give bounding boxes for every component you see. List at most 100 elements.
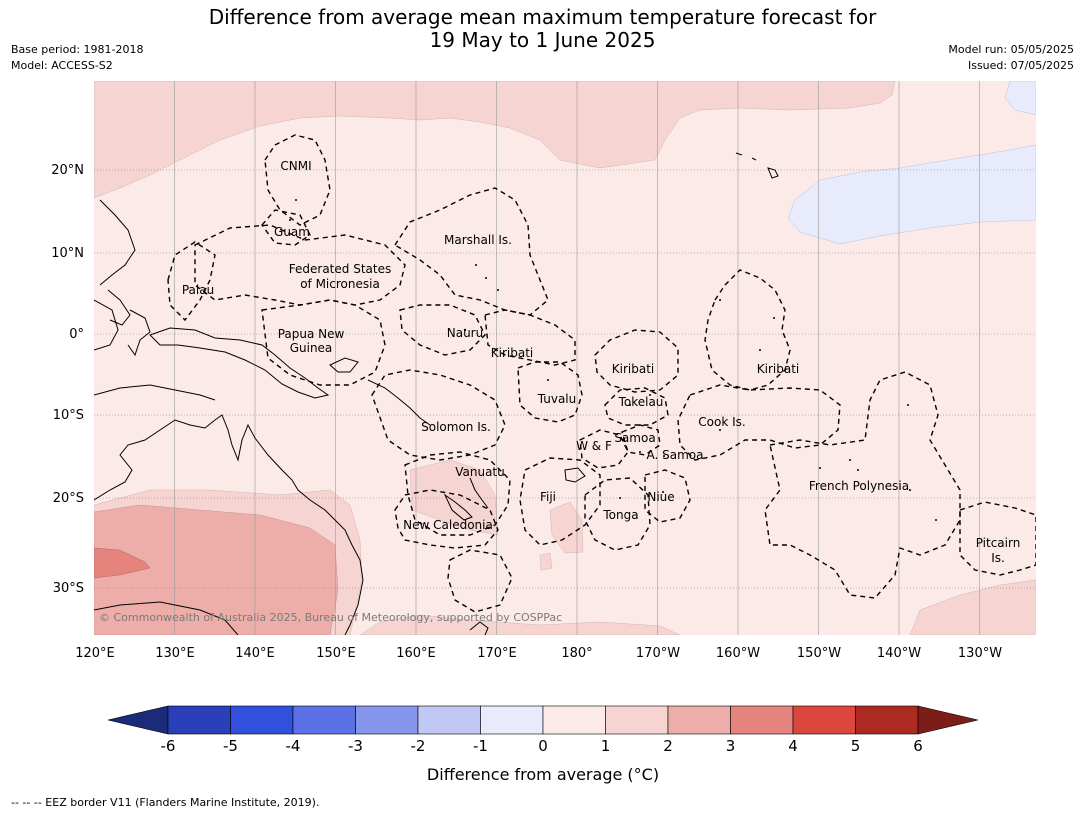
graticule xyxy=(94,81,1036,635)
label-guam: Guam xyxy=(274,225,310,239)
colorbar-tick: 5 xyxy=(851,737,861,755)
colorbar-tick: -6 xyxy=(161,737,176,755)
eez-fiji xyxy=(519,457,601,546)
eez-kiribati-west xyxy=(484,309,576,366)
colorbar-tick: -2 xyxy=(411,737,426,755)
label-pitcairn-2: Is. xyxy=(991,551,1005,565)
anomaly-north-band xyxy=(94,81,896,199)
colorbar-segment xyxy=(792,705,856,735)
eez-niue xyxy=(644,469,691,523)
map-area: CNMI Guam Marshall Is. Federated States … xyxy=(94,81,1036,635)
anomaly-vanuatu-patch xyxy=(409,459,499,536)
issued-date: Issued: 07/05/2025 xyxy=(967,59,1074,72)
coast-philippines xyxy=(99,199,136,326)
colorbar-segment xyxy=(292,705,356,735)
title-line-1: Difference from average mean maximum tem… xyxy=(208,5,877,29)
label-solomon: Solomon Is. xyxy=(421,420,491,434)
label-tokelau: Tokelau xyxy=(618,395,664,409)
anomaly-cool-corner xyxy=(1004,81,1036,116)
colorbar-label: Difference from average (°C) xyxy=(427,765,659,784)
coast-southern-australia xyxy=(94,601,239,635)
meta-left: Base period: 1981-2018 Model: ACCESS-S2 xyxy=(11,42,143,74)
eez-vanuatu xyxy=(404,451,511,536)
coastlines xyxy=(94,152,779,635)
colorbar-segment xyxy=(667,705,731,735)
colorbar-tick: 2 xyxy=(663,737,673,755)
colorbar-segment xyxy=(230,705,294,735)
lon-label: 150°W xyxy=(797,646,841,661)
anomaly-small-patch xyxy=(539,552,553,571)
region-labels: CNMI Guam Marshall Is. Federated States … xyxy=(182,159,1020,565)
copyright-note: © Commonwealth of Australia 2025, Bureau… xyxy=(99,611,562,624)
colorbar-tick: -3 xyxy=(348,737,363,755)
coast-new-caledonia xyxy=(443,493,473,521)
anomaly-southeast-band xyxy=(909,579,1036,635)
label-wf: W & F xyxy=(576,439,612,453)
model-run: Model run: 05/05/2025 xyxy=(948,43,1074,56)
eez-samoa xyxy=(621,424,661,456)
colorbar-tick: -4 xyxy=(286,737,301,755)
lon-label: 130°W xyxy=(958,646,1002,661)
chart-title: Difference from average mean maximum tem… xyxy=(0,6,1085,52)
colorbar xyxy=(107,705,979,735)
colorbar-tick: 4 xyxy=(788,737,798,755)
eez-footnote: -- -- -- EEZ border V11 (Flanders Marine… xyxy=(11,796,320,809)
label-fsm-2: of Micronesia xyxy=(300,277,380,291)
model-name: Model: ACCESS-S2 xyxy=(11,59,113,72)
colorbar-tick: 6 xyxy=(913,737,923,755)
eez-tokelau xyxy=(604,387,669,426)
eez-french-polynesia xyxy=(764,371,961,599)
label-kiribati-west: Kiribati xyxy=(491,346,533,360)
eez-cook xyxy=(677,384,841,461)
lon-label: 120°E xyxy=(75,646,115,661)
lat-label: 10°N xyxy=(51,246,84,261)
label-tuvalu: Tuvalu xyxy=(537,392,577,406)
coast-borneo xyxy=(94,299,119,351)
lat-label: 10°S xyxy=(53,408,84,423)
coast-new-britain xyxy=(329,357,359,373)
eez-norfolk xyxy=(447,549,513,613)
label-cnmi: CNMI xyxy=(280,159,311,173)
meta-right: Model run: 05/05/2025 Issued: 07/05/2025 xyxy=(948,42,1074,74)
eez-marshall xyxy=(394,187,549,316)
lon-label: 160°E xyxy=(396,646,436,661)
label-vanuatu: Vanuatu xyxy=(455,465,505,479)
label-nauru: Nauru xyxy=(447,326,483,340)
lat-label: 0° xyxy=(69,327,84,342)
lon-label: 160°W xyxy=(716,646,760,661)
colorbar-tick: -5 xyxy=(223,737,238,755)
lon-label: 140°E xyxy=(235,646,275,661)
label-palau: Palau xyxy=(182,283,214,297)
latitude-labels: 20°N 10°N 0° 10°S 20°S 30°S xyxy=(51,163,84,596)
eez-kiribati-east xyxy=(704,269,791,391)
label-fiji: Fiji xyxy=(540,490,556,504)
lon-label: 180° xyxy=(561,646,592,661)
title-line-2: 19 May to 1 June 2025 xyxy=(429,28,656,52)
label-marshall: Marshall Is. xyxy=(444,233,512,247)
colorbar-min-arrow xyxy=(107,705,169,735)
label-png-2: Guinea xyxy=(290,341,333,355)
colorbar-segment xyxy=(417,705,481,735)
label-fsm-1: Federated States xyxy=(289,262,391,276)
eez-nauru xyxy=(399,304,486,356)
colorbar-tick: 3 xyxy=(726,737,736,755)
colorbar-tick: 0 xyxy=(538,737,548,755)
eez-guam xyxy=(261,209,311,246)
label-kiribati-east: Kiribati xyxy=(757,362,799,376)
coast-new-zealand xyxy=(469,621,489,635)
colorbar-segment xyxy=(730,705,794,735)
colorbar-ticks: -6 -5 -4 -3 -2 -1 0 1 2 3 4 5 6 xyxy=(161,737,923,755)
coast-vanuatu xyxy=(469,477,489,509)
longitude-labels: 120°E 130°E 140°E 150°E 160°E 170°E 180°… xyxy=(75,646,1002,661)
coast-new-guinea xyxy=(149,327,330,399)
label-tonga: Tonga xyxy=(602,508,638,522)
lon-label: 170°E xyxy=(477,646,517,661)
eez-pitcairn xyxy=(959,501,1036,576)
label-png-1: Papua New xyxy=(278,327,345,341)
coast-sulawesi xyxy=(127,309,151,357)
colorbar-segment xyxy=(355,705,419,735)
label-american-samoa: A. Samoa xyxy=(647,448,704,462)
coast-solomons xyxy=(367,379,431,426)
label-niue: Niue xyxy=(647,490,674,504)
